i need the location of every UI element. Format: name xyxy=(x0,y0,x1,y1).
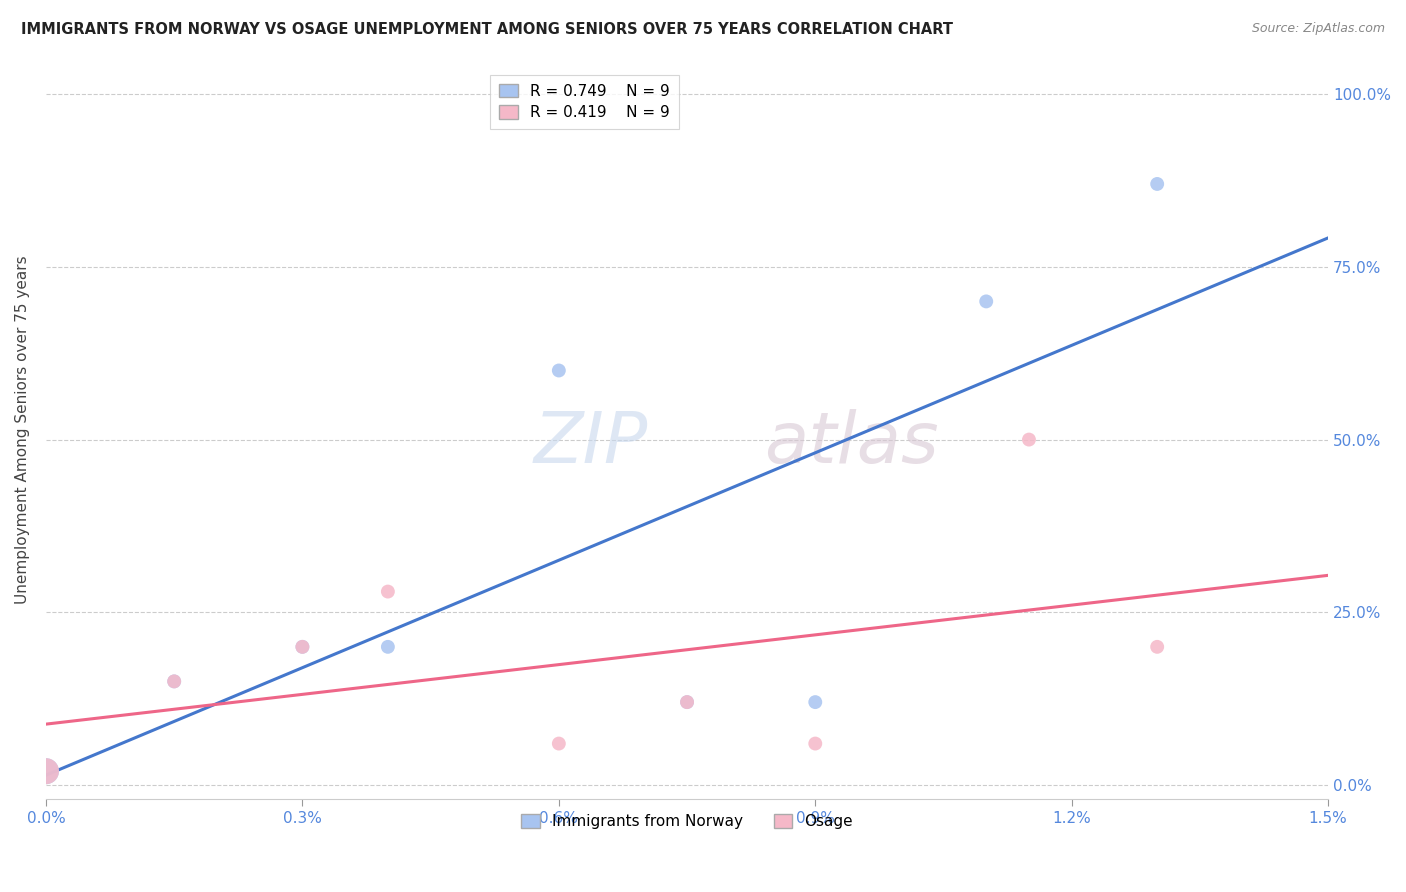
Point xyxy=(974,294,997,309)
Point xyxy=(291,640,314,654)
Point xyxy=(291,640,314,654)
Text: IMMIGRANTS FROM NORWAY VS OSAGE UNEMPLOYMENT AMONG SENIORS OVER 75 YEARS CORRELA: IMMIGRANTS FROM NORWAY VS OSAGE UNEMPLOY… xyxy=(21,22,953,37)
Point xyxy=(163,674,186,689)
Text: ZIP: ZIP xyxy=(533,409,648,478)
Point xyxy=(1146,177,1168,191)
Text: atlas: atlas xyxy=(763,409,939,478)
Point xyxy=(804,737,827,751)
Point xyxy=(35,764,58,779)
Point xyxy=(1146,640,1168,654)
Point xyxy=(804,695,827,709)
Point xyxy=(547,737,569,751)
Point xyxy=(676,695,699,709)
Point xyxy=(377,584,399,599)
Point xyxy=(377,640,399,654)
Point xyxy=(1018,433,1040,447)
Point xyxy=(35,764,58,779)
Point xyxy=(547,363,569,377)
Legend: Immigrants from Norway, Osage: Immigrants from Norway, Osage xyxy=(515,808,859,836)
Point xyxy=(163,674,186,689)
Text: Source: ZipAtlas.com: Source: ZipAtlas.com xyxy=(1251,22,1385,36)
Point xyxy=(676,695,699,709)
Y-axis label: Unemployment Among Seniors over 75 years: Unemployment Among Seniors over 75 years xyxy=(15,255,30,604)
